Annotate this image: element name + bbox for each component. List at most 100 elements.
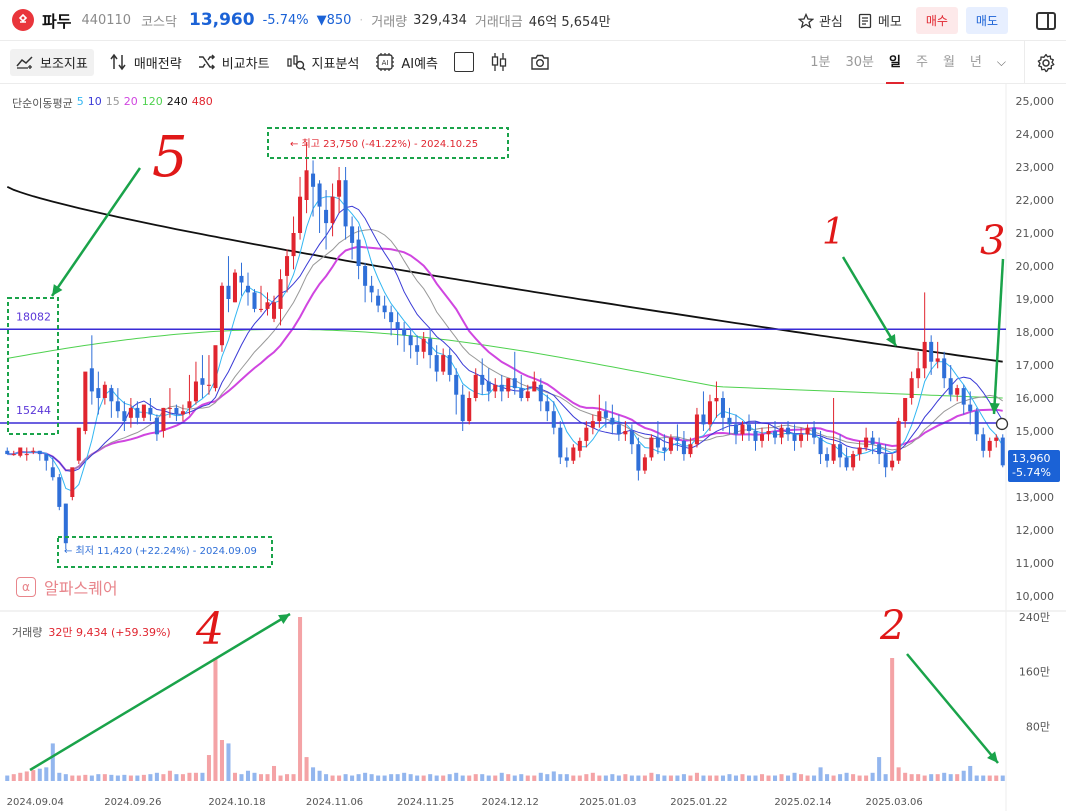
candle-body	[590, 421, 595, 428]
volume-bar	[773, 775, 778, 781]
y-tick-label: 19,000	[1016, 293, 1055, 306]
volume-bar	[109, 774, 114, 781]
strategy-button[interactable]: 매매전략	[110, 53, 182, 72]
svg-text:AI: AI	[382, 59, 389, 67]
period-day[interactable]: 일	[886, 41, 904, 84]
volume-bar	[766, 775, 771, 781]
sell-button[interactable]: 매도	[965, 7, 1008, 34]
candle-body	[890, 460, 895, 468]
volume-bar	[948, 774, 953, 781]
candle-body	[382, 305, 387, 313]
period-year[interactable]: 년	[969, 55, 982, 70]
candle-body	[304, 170, 309, 200]
volume-bar	[759, 774, 765, 781]
period-week[interactable]: 주	[915, 55, 928, 70]
volume-bar	[629, 775, 634, 781]
header-actions: 관심 메모 매수 매도	[797, 0, 1066, 41]
y-tick-label: 25,000	[1016, 95, 1055, 108]
volume-bar	[844, 772, 849, 781]
volume-bar	[499, 772, 504, 781]
candle-style-button[interactable]	[490, 52, 514, 72]
y-tick-label: 16,000	[1016, 392, 1055, 405]
compare-button[interactable]: 비교차트	[198, 53, 270, 72]
volume-bar	[525, 775, 530, 781]
volume-bar	[532, 775, 537, 781]
volume-bar	[727, 774, 732, 781]
candle-body	[773, 431, 778, 438]
candle-body	[857, 447, 862, 455]
star-icon	[797, 12, 814, 29]
analysis-button[interactable]: 지표분석	[286, 53, 359, 72]
ai-predict-button[interactable]: AI AI예측	[375, 52, 438, 72]
ai-chip-icon: AI	[376, 53, 395, 71]
volume-bar	[167, 770, 172, 781]
candle-body	[493, 384, 498, 392]
x-tick-label: 2024.11.06	[306, 797, 363, 808]
candle-body	[831, 444, 836, 461]
side-panel-toggle-icon[interactable]	[1036, 11, 1056, 30]
candle-body	[441, 355, 446, 372]
handwritten-mark: 4	[195, 604, 224, 655]
candle-body	[70, 467, 75, 497]
high-annotation-box	[267, 127, 509, 159]
watch-button[interactable]: 관심	[797, 11, 843, 30]
x-tick-label: 2025.01.03	[579, 797, 636, 808]
y-tick-label: 11,000	[1016, 557, 1055, 570]
candle-body	[870, 437, 875, 445]
volume-bar	[402, 772, 407, 781]
candle-body	[206, 384, 211, 386]
low-annotation-box	[57, 536, 273, 568]
volume-bar	[193, 772, 198, 781]
candle-body	[18, 447, 23, 456]
volume-bar	[812, 775, 817, 781]
candle-body	[369, 285, 374, 293]
annotation-arrow	[906, 653, 999, 764]
screenshot-button[interactable]	[530, 53, 556, 71]
candle-body	[57, 477, 62, 507]
ma-120-label: 120	[141, 95, 163, 108]
volume-bar	[974, 775, 979, 781]
settings-button[interactable]	[1024, 41, 1066, 84]
indicators-button[interactable]: 보조지표	[10, 48, 94, 76]
volume-bar	[122, 774, 127, 781]
candle-body	[584, 427, 589, 441]
volume-bar	[851, 774, 856, 781]
y-tick-label: 22,000	[1016, 194, 1055, 207]
drawing-box-icon[interactable]	[454, 52, 475, 72]
volume-bar	[1000, 775, 1005, 781]
gear-icon	[1037, 53, 1054, 72]
candle-body	[688, 444, 693, 455]
candle-body	[864, 437, 869, 448]
arrow-head	[278, 614, 290, 625]
candle-body	[50, 467, 55, 478]
candle-body	[454, 374, 459, 395]
volume-bar	[668, 775, 673, 781]
candle-body	[825, 454, 830, 461]
period-30min[interactable]: 30분	[845, 55, 875, 70]
candle-body	[298, 196, 303, 233]
candle-body	[415, 345, 420, 352]
candle-body	[5, 450, 10, 455]
volume-bar	[245, 770, 251, 781]
volume-bar	[968, 765, 973, 781]
chevron-down-icon[interactable]: ⌵	[996, 55, 1006, 69]
candle-body	[577, 440, 582, 451]
arrow-head	[52, 284, 63, 296]
candle-body	[115, 401, 120, 412]
y-tick-label: 24,000	[1016, 128, 1055, 141]
candle-body	[473, 374, 478, 398]
shuffle-icon	[198, 54, 215, 70]
change-percent: -5.74%	[262, 12, 309, 28]
volume-bar	[278, 775, 283, 781]
candle-body	[434, 355, 439, 372]
volume-bar	[831, 775, 836, 781]
volume-bar	[714, 775, 719, 781]
candle-body	[24, 454, 29, 456]
price-chart[interactable]: 25,000 24,000 23,000 22,000 21,000 20,000 19,0…	[0, 84, 1066, 811]
memo-button[interactable]: 메모	[857, 11, 902, 30]
period-1min[interactable]: 1분	[810, 55, 831, 70]
volume-bar	[707, 775, 712, 781]
candle-body	[844, 457, 849, 468]
period-month[interactable]: 월	[942, 55, 955, 70]
buy-button[interactable]: 매수	[915, 7, 958, 34]
